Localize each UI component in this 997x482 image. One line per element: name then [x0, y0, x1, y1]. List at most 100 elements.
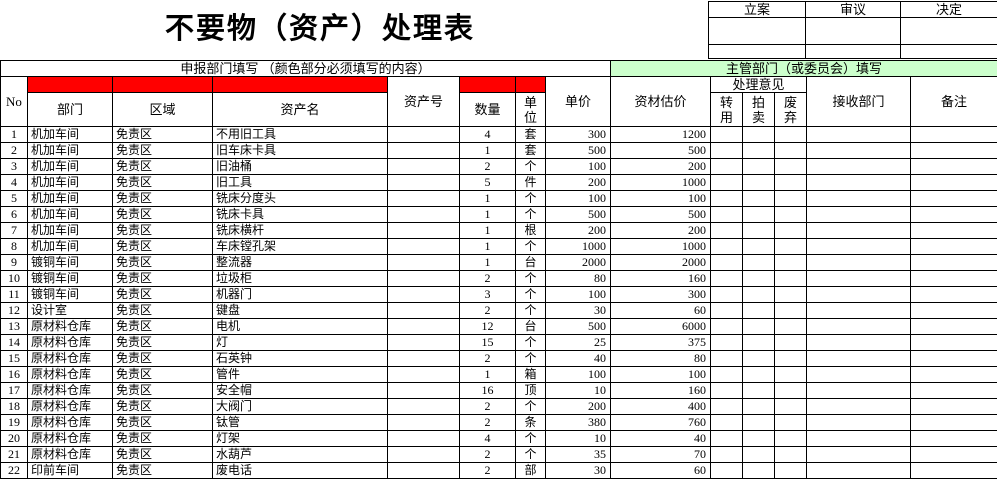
- cell-receiving-dept[interactable]: [806, 414, 912, 431]
- cell-receiving-dept[interactable]: [806, 366, 912, 383]
- cell-remark[interactable]: [910, 190, 997, 207]
- cell-opinion-discard[interactable]: [774, 318, 808, 335]
- cell-asset-no[interactable]: [387, 206, 460, 223]
- cell-remark[interactable]: [910, 462, 997, 479]
- cell-receiving-dept[interactable]: [806, 382, 912, 399]
- cell-opinion-auction[interactable]: [742, 238, 776, 255]
- cell-receiving-dept[interactable]: [806, 446, 912, 463]
- cell-opinion-transfer[interactable]: [710, 238, 744, 255]
- cell-asset-no[interactable]: [387, 270, 460, 287]
- cell-opinion-transfer[interactable]: [710, 190, 744, 207]
- cell-opinion-auction[interactable]: [742, 190, 776, 207]
- cell-opinion-transfer[interactable]: [710, 126, 744, 143]
- cell-opinion-discard[interactable]: [774, 190, 808, 207]
- cell-opinion-transfer[interactable]: [710, 350, 744, 367]
- cell-remark[interactable]: [910, 382, 997, 399]
- cell-opinion-discard[interactable]: [774, 286, 808, 303]
- cell-remark[interactable]: [910, 238, 997, 255]
- cell-remark[interactable]: [910, 222, 997, 239]
- cell-opinion-auction[interactable]: [742, 366, 776, 383]
- cell-receiving-dept[interactable]: [806, 350, 912, 367]
- cell-opinion-auction[interactable]: [742, 158, 776, 175]
- cell-remark[interactable]: [910, 254, 997, 271]
- cell-opinion-auction[interactable]: [742, 430, 776, 447]
- cell-opinion-discard[interactable]: [774, 414, 808, 431]
- cell-opinion-auction[interactable]: [742, 142, 776, 159]
- cell-opinion-discard[interactable]: [774, 302, 808, 319]
- cell-receiving-dept[interactable]: [806, 222, 912, 239]
- cell-opinion-transfer[interactable]: [710, 462, 744, 479]
- cell-remark[interactable]: [910, 446, 997, 463]
- cell-opinion-transfer[interactable]: [710, 254, 744, 271]
- cell-opinion-auction[interactable]: [742, 414, 776, 431]
- cell-opinion-auction[interactable]: [742, 126, 776, 143]
- cell-opinion-auction[interactable]: [742, 462, 776, 479]
- cell-remark[interactable]: [910, 158, 997, 175]
- cell-opinion-transfer[interactable]: [710, 382, 744, 399]
- cell-asset-no[interactable]: [387, 462, 460, 479]
- cell-receiving-dept[interactable]: [806, 286, 912, 303]
- cell-opinion-auction[interactable]: [742, 222, 776, 239]
- approval-date-decision[interactable]: [900, 44, 997, 59]
- cell-opinion-discard[interactable]: [774, 350, 808, 367]
- cell-asset-no[interactable]: [387, 414, 460, 431]
- cell-opinion-transfer[interactable]: [710, 446, 744, 463]
- cell-remark[interactable]: [910, 334, 997, 351]
- cell-opinion-transfer[interactable]: [710, 302, 744, 319]
- cell-opinion-auction[interactable]: [742, 174, 776, 191]
- cell-opinion-auction[interactable]: [742, 398, 776, 415]
- cell-opinion-auction[interactable]: [742, 318, 776, 335]
- cell-opinion-auction[interactable]: [742, 270, 776, 287]
- cell-remark[interactable]: [910, 398, 997, 415]
- cell-asset-no[interactable]: [387, 142, 460, 159]
- cell-opinion-discard[interactable]: [774, 158, 808, 175]
- cell-opinion-discard[interactable]: [774, 430, 808, 447]
- cell-remark[interactable]: [910, 142, 997, 159]
- cell-remark[interactable]: [910, 270, 997, 287]
- cell-opinion-transfer[interactable]: [710, 334, 744, 351]
- approval-date-filing[interactable]: [708, 44, 806, 59]
- cell-opinion-transfer[interactable]: [710, 174, 744, 191]
- cell-opinion-discard[interactable]: [774, 238, 808, 255]
- cell-opinion-transfer[interactable]: [710, 286, 744, 303]
- cell-receiving-dept[interactable]: [806, 430, 912, 447]
- cell-opinion-auction[interactable]: [742, 382, 776, 399]
- cell-opinion-discard[interactable]: [774, 142, 808, 159]
- cell-opinion-discard[interactable]: [774, 222, 808, 239]
- cell-asset-no[interactable]: [387, 318, 460, 335]
- cell-remark[interactable]: [910, 126, 997, 143]
- cell-asset-no[interactable]: [387, 382, 460, 399]
- cell-opinion-discard[interactable]: [774, 270, 808, 287]
- cell-opinion-discard[interactable]: [774, 254, 808, 271]
- cell-asset-no[interactable]: [387, 366, 460, 383]
- cell-receiving-dept[interactable]: [806, 142, 912, 159]
- approval-cell-review[interactable]: [805, 17, 901, 45]
- cell-remark[interactable]: [910, 366, 997, 383]
- cell-opinion-transfer[interactable]: [710, 158, 744, 175]
- cell-asset-no[interactable]: [387, 126, 460, 143]
- cell-receiving-dept[interactable]: [806, 206, 912, 223]
- cell-receiving-dept[interactable]: [806, 318, 912, 335]
- cell-opinion-transfer[interactable]: [710, 398, 744, 415]
- cell-asset-no[interactable]: [387, 302, 460, 319]
- cell-receiving-dept[interactable]: [806, 254, 912, 271]
- cell-opinion-discard[interactable]: [774, 206, 808, 223]
- cell-receiving-dept[interactable]: [806, 398, 912, 415]
- cell-opinion-discard[interactable]: [774, 366, 808, 383]
- cell-opinion-transfer[interactable]: [710, 142, 744, 159]
- cell-remark[interactable]: [910, 286, 997, 303]
- cell-opinion-auction[interactable]: [742, 286, 776, 303]
- cell-opinion-discard[interactable]: [774, 462, 808, 479]
- cell-receiving-dept[interactable]: [806, 126, 912, 143]
- cell-opinion-auction[interactable]: [742, 254, 776, 271]
- cell-opinion-auction[interactable]: [742, 350, 776, 367]
- cell-receiving-dept[interactable]: [806, 174, 912, 191]
- approval-cell-decision[interactable]: [900, 17, 997, 45]
- cell-opinion-discard[interactable]: [774, 126, 808, 143]
- cell-remark[interactable]: [910, 174, 997, 191]
- cell-opinion-transfer[interactable]: [710, 206, 744, 223]
- cell-remark[interactable]: [910, 350, 997, 367]
- cell-asset-no[interactable]: [387, 174, 460, 191]
- cell-receiving-dept[interactable]: [806, 334, 912, 351]
- cell-remark[interactable]: [910, 206, 997, 223]
